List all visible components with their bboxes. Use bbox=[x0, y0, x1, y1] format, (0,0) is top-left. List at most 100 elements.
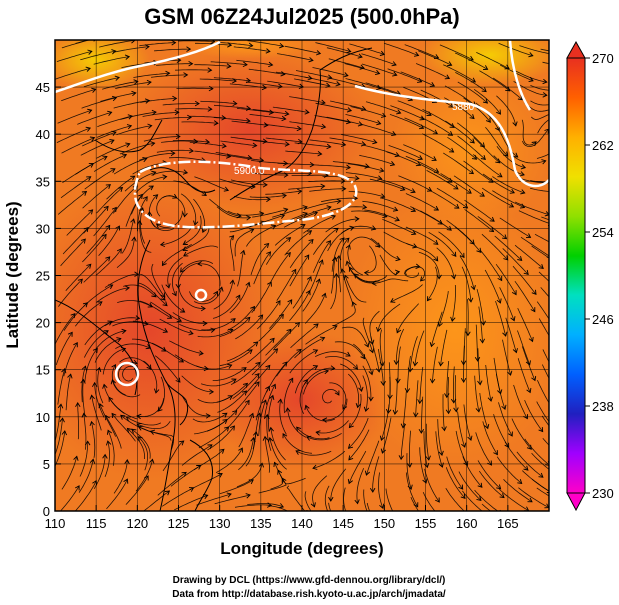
streamline bbox=[369, 178, 405, 191]
streamline bbox=[137, 398, 165, 417]
streamline-arrow bbox=[544, 211, 549, 217]
streamline-arrow bbox=[182, 240, 188, 245]
streamline-arrow bbox=[416, 536, 420, 540]
streamline bbox=[154, 117, 192, 121]
streamline bbox=[414, 330, 425, 366]
x-tick-label: 135 bbox=[250, 516, 272, 531]
streamline-arrow bbox=[309, 162, 315, 168]
streamline-arrow bbox=[121, 153, 128, 159]
streamline bbox=[427, 188, 460, 209]
streamline-arrow bbox=[240, 249, 246, 256]
streamline bbox=[106, 479, 128, 510]
x-tick-label: 150 bbox=[373, 516, 395, 531]
streamline bbox=[479, 392, 489, 429]
streamline bbox=[303, 215, 336, 234]
field-patch bbox=[120, 50, 380, 210]
streamline bbox=[422, 492, 436, 511]
streamline-arrow bbox=[531, 375, 537, 382]
streamline bbox=[289, 121, 326, 128]
streamline bbox=[439, 44, 474, 61]
streamline bbox=[409, 430, 411, 468]
streamline-arrow bbox=[182, 212, 188, 218]
streamline bbox=[81, 366, 86, 403]
streamline-arrow bbox=[505, 86, 511, 92]
streamline bbox=[541, 216, 549, 221]
streamline bbox=[200, 378, 237, 387]
streamline-arrow bbox=[268, 61, 274, 68]
streamline-arrow bbox=[390, 297, 396, 303]
streamline-arrow bbox=[297, 188, 303, 195]
streamline bbox=[252, 140, 290, 145]
streamline bbox=[151, 263, 166, 298]
coastline bbox=[189, 439, 214, 511]
y-tick-label: 5 bbox=[43, 457, 50, 472]
streamline bbox=[276, 269, 297, 301]
streamline bbox=[419, 447, 427, 484]
streamline-arrow bbox=[85, 66, 91, 72]
streamline bbox=[359, 154, 395, 166]
streamline-arrow bbox=[102, 453, 108, 459]
streamline-arrow bbox=[126, 427, 132, 433]
streamline-arrow bbox=[107, 33, 111, 38]
streamline bbox=[514, 201, 549, 216]
streamline-arrow bbox=[509, 188, 515, 194]
streamline-arrow bbox=[281, 115, 287, 122]
streamline-arrow bbox=[108, 396, 114, 402]
streamline-arrow bbox=[146, 79, 152, 86]
streamline bbox=[199, 78, 237, 82]
streamline bbox=[93, 56, 130, 65]
streamline-arrow bbox=[124, 54, 131, 60]
streamline bbox=[312, 475, 328, 507]
streamline bbox=[345, 172, 382, 180]
streamline bbox=[343, 487, 347, 511]
streamline bbox=[181, 444, 213, 466]
streamline bbox=[462, 456, 483, 488]
streamline-arrow bbox=[320, 99, 326, 105]
streamline bbox=[389, 114, 424, 129]
streamline bbox=[438, 231, 465, 258]
streamline-arrow bbox=[131, 90, 137, 97]
streamline-arrow bbox=[176, 57, 182, 63]
streamline-arrow bbox=[489, 227, 495, 233]
streamline bbox=[276, 349, 302, 377]
x-tick-label: 160 bbox=[456, 516, 478, 531]
streamline-arrow bbox=[183, 251, 189, 257]
streamline-arrow bbox=[526, 233, 532, 238]
streamline bbox=[99, 403, 116, 437]
streamline bbox=[500, 64, 534, 82]
streamline-arrow bbox=[262, 138, 268, 144]
streamline bbox=[94, 382, 105, 418]
streamline-arrow bbox=[354, 499, 360, 505]
streamline bbox=[378, 472, 384, 509]
streamline bbox=[219, 178, 255, 188]
streamline-arrow bbox=[553, 327, 557, 332]
streamline-arrow bbox=[207, 444, 213, 450]
streamline bbox=[394, 377, 398, 415]
streamline-arrow bbox=[345, 118, 352, 125]
streamline bbox=[226, 341, 258, 362]
streamline-arrow bbox=[270, 224, 277, 230]
streamline-arrow bbox=[188, 487, 195, 492]
streamline bbox=[517, 308, 533, 342]
streamline-arrow bbox=[528, 76, 534, 83]
streamline-arrow bbox=[159, 241, 166, 248]
streamline bbox=[379, 254, 400, 276]
streamline bbox=[379, 329, 384, 366]
streamline bbox=[219, 317, 251, 338]
streamline-arrow bbox=[362, 204, 368, 210]
streamline bbox=[84, 330, 109, 358]
streamline-arrow bbox=[247, 154, 253, 161]
streamline bbox=[104, 317, 140, 327]
streamline-arrow bbox=[479, 338, 486, 344]
streamline bbox=[113, 46, 150, 53]
streamline bbox=[345, 114, 381, 125]
streamline-arrow bbox=[563, 247, 567, 251]
streamline-arrow bbox=[105, 440, 112, 446]
streamline-arrow bbox=[77, 278, 83, 284]
streamline-arrow bbox=[143, 320, 149, 326]
streamline-arrow bbox=[315, 430, 321, 436]
streamline bbox=[174, 494, 208, 511]
streamline-arrow bbox=[282, 433, 288, 439]
streamline bbox=[322, 388, 340, 404]
streamline bbox=[420, 396, 424, 433]
